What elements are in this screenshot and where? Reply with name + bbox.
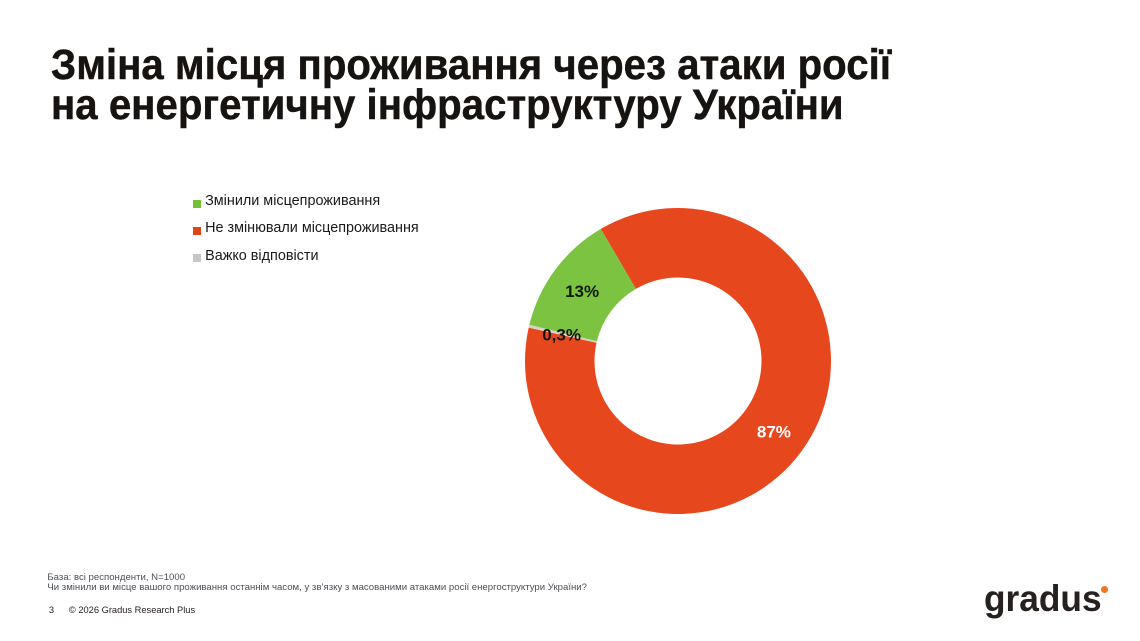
svg-text:87%: 87% (757, 422, 791, 441)
svg-text:0,3%: 0,3% (542, 326, 581, 345)
svg-text:13%: 13% (565, 282, 599, 301)
